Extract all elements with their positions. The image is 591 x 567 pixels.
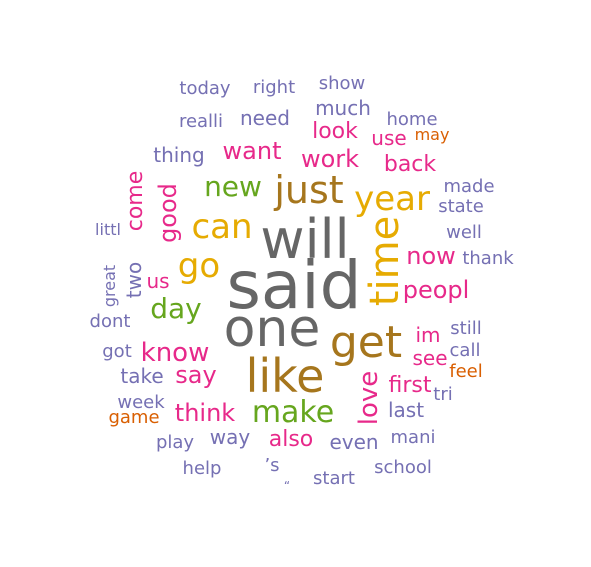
word-us: us — [146, 269, 170, 293]
word-great: great — [100, 264, 119, 308]
word-realli: realli — [178, 111, 224, 132]
word-want: want — [222, 137, 282, 165]
word-game: game — [108, 407, 160, 428]
word-call: call — [449, 340, 481, 361]
word-well: well — [446, 222, 482, 243]
word-think: think — [174, 399, 236, 427]
word-play: play — [155, 432, 195, 453]
word-im: im — [415, 323, 441, 347]
word-week: week — [117, 392, 165, 413]
word-see: see — [412, 346, 448, 370]
word-work: work — [300, 145, 360, 173]
word-got: got — [102, 341, 132, 362]
word-take: take — [120, 364, 164, 388]
word-start: start — [313, 468, 355, 489]
word-state: state — [438, 196, 484, 217]
word-first: first — [388, 373, 432, 398]
word-way: way — [209, 425, 251, 449]
word-good: good — [154, 183, 182, 243]
word-even: even — [329, 430, 379, 454]
word-use: use — [371, 126, 407, 150]
word-feel: feel — [449, 361, 483, 382]
word-two: two — [122, 261, 146, 299]
word-day: day — [150, 292, 202, 325]
word-peopl: peopl — [402, 276, 470, 304]
word-home: home — [386, 109, 438, 130]
word-like: like — [245, 349, 325, 403]
word-new: new — [204, 170, 262, 203]
word-time: time — [362, 215, 408, 307]
word-know: know — [140, 338, 210, 368]
word-look: look — [312, 119, 358, 144]
word-school: school — [374, 457, 432, 478]
word-love: love — [354, 370, 384, 426]
word-still: still — [450, 318, 482, 339]
word-now: now — [406, 242, 456, 270]
word-make: make — [251, 395, 335, 430]
word-will: will — [260, 208, 350, 271]
word-can: can — [191, 207, 253, 247]
word-go: go — [177, 246, 221, 286]
word-back: back — [383, 152, 437, 177]
word-tri: tri — [433, 384, 453, 405]
word-may: may — [414, 125, 450, 144]
word-get: get — [329, 317, 403, 368]
word-say: say — [175, 361, 217, 389]
word-said: said — [226, 247, 362, 324]
word-symbol-62: “ — [283, 479, 291, 493]
word-last: last — [387, 398, 425, 422]
word-just: just — [274, 168, 344, 212]
word-show: show — [318, 73, 366, 94]
word-come: come — [123, 170, 148, 232]
word-thank: thank — [462, 248, 514, 269]
word-also: also — [268, 427, 314, 452]
word-littl: littl — [95, 220, 121, 239]
word-dont: dont — [89, 311, 131, 332]
word-much: much — [315, 96, 371, 120]
word-today: today — [179, 78, 231, 99]
word-mani: mani — [390, 427, 436, 448]
word-s: ’s — [264, 455, 280, 476]
word-one: one — [223, 299, 321, 359]
word-year: year — [354, 179, 430, 219]
word-need: need — [240, 106, 290, 130]
word-thing: thing — [153, 143, 205, 167]
word-right: right — [252, 77, 296, 98]
word-made: made — [443, 176, 495, 197]
word-help: help — [182, 458, 222, 479]
